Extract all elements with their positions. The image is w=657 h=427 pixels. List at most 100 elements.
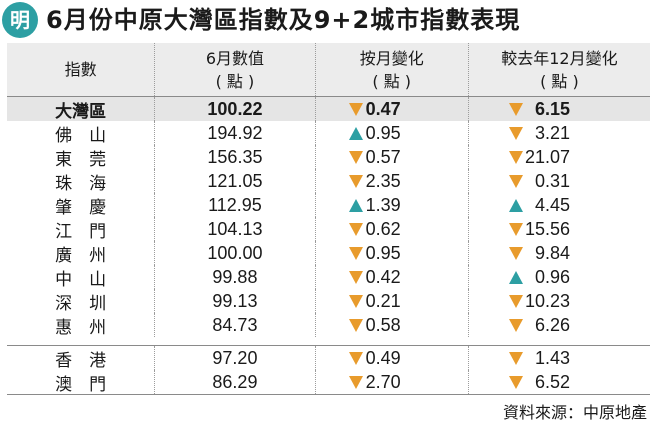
down-triangle-icon: [508, 295, 523, 308]
mom-value: 0.57: [365, 147, 401, 167]
down-triangle-icon: [508, 223, 523, 236]
june-value: 84.73: [212, 314, 258, 335]
index-name-cell: 佛 山: [7, 121, 154, 146]
index-name: 澳 門: [55, 374, 107, 395]
mom-change: 0.49: [316, 346, 468, 370]
june-value: 99.13: [212, 290, 258, 311]
up-triangle-icon: [348, 199, 363, 212]
table-row: 香 港 97.20 0.49 1.43: [7, 346, 650, 371]
down-triangle-icon: [508, 352, 523, 365]
mom-change: 0.58: [316, 313, 468, 337]
mom-value: 2.35: [365, 171, 401, 191]
down-triangle-icon: [508, 151, 523, 164]
index-name-cell: 大灣區: [7, 97, 154, 122]
ytd-cell: 6.26: [467, 313, 650, 337]
index-name: 中 山: [55, 269, 107, 290]
table-row: 澳 門 86.29 2.70 6.52: [7, 370, 650, 395]
june-value-cell: 194.92: [154, 121, 314, 145]
ytd-value: 6.26: [534, 315, 570, 335]
ytd-change: 21.07: [469, 145, 650, 169]
col-header-label: 6月數值: [205, 48, 265, 68]
ytd-change: 4.45: [469, 193, 650, 217]
table-row: 中 山 99.88 0.42 0.96: [7, 265, 650, 290]
table-row: 大灣區 100.22 0.47 6.15: [7, 97, 650, 122]
table-row: 東 莞 156.35 0.57 21.07: [7, 145, 650, 170]
ytd-value: 6.52: [534, 372, 570, 392]
ytd-value: 15.56: [524, 219, 570, 239]
table-row: 珠 海 121.05 2.35 0.31: [7, 169, 650, 194]
ytd-change: 10.23: [469, 289, 650, 313]
down-triangle-icon: [508, 319, 523, 332]
ytd-value: 6.15: [534, 99, 570, 119]
june-value: 121.05: [207, 170, 263, 191]
index-name: 大灣區: [55, 101, 107, 122]
up-triangle-icon: [348, 127, 363, 140]
table-header: 指數 6月數值 ( 點 ) 按月變化 ( 點 ) 較去年12月變化 ( 點 ): [7, 43, 650, 97]
mom-cell: 0.57: [314, 145, 468, 169]
ytd-value: 0.31: [534, 171, 570, 191]
june-value: 97.20: [212, 347, 258, 368]
june-value-cell: 99.88: [154, 265, 314, 289]
index-name: 江 門: [55, 221, 107, 242]
index-name: 東 莞: [55, 149, 107, 170]
mom-value: 2.70: [365, 372, 401, 392]
mom-value: 0.95: [365, 243, 401, 263]
mom-change: 0.42: [316, 265, 468, 289]
mom-cell: 0.49: [314, 346, 468, 370]
index-name-cell: 澳 門: [7, 370, 154, 395]
index-name-cell: 東 莞: [7, 145, 154, 170]
mom-cell: 0.95: [314, 121, 468, 145]
ytd-change: 0.96: [469, 265, 650, 289]
table-row: 佛 山 194.92 0.95 3.21: [7, 121, 650, 146]
ytd-cell: 15.56: [467, 217, 650, 241]
june-value: 104.13: [207, 218, 263, 239]
june-value: 100.00: [207, 242, 263, 263]
index-name: 肇 慶: [55, 197, 107, 218]
ytd-change: 6.52: [469, 370, 650, 394]
index-name: 惠 州: [55, 317, 107, 338]
col-header-unit: ( 點 ): [540, 71, 579, 91]
col-header-ytd: 較去年12月變化 ( 點 ): [467, 43, 650, 96]
down-triangle-icon: [348, 376, 363, 389]
mom-cell: 0.95: [314, 241, 468, 265]
table-row: 江 門 104.13 0.62 15.56: [7, 217, 650, 242]
ytd-cell: 0.96: [467, 265, 650, 289]
mom-cell: 0.58: [314, 313, 468, 337]
mom-cell: 1.39: [314, 193, 468, 217]
index-name-cell: 廣 州: [7, 241, 154, 266]
mom-cell: 0.62: [314, 217, 468, 241]
ytd-change: 3.21: [469, 121, 650, 145]
page-title: 6月份中原大灣區指數及9+2城市指數表現: [46, 6, 521, 34]
ytd-value: 4.45: [534, 195, 570, 215]
mom-value: 0.21: [365, 291, 401, 311]
june-value: 156.35: [207, 146, 263, 167]
down-triangle-icon: [348, 247, 363, 260]
down-triangle-icon: [508, 175, 523, 188]
ytd-cell: 10.23: [467, 289, 650, 313]
index-name: 深 圳: [55, 293, 107, 314]
mom-value: 0.47: [365, 99, 401, 119]
down-triangle-icon: [348, 175, 363, 188]
mom-change: 2.70: [316, 370, 468, 394]
ytd-cell: 21.07: [467, 145, 650, 169]
mom-value: 0.62: [365, 219, 401, 239]
ytd-change: 15.56: [469, 217, 650, 241]
index-name: 佛 山: [55, 125, 107, 146]
june-value-cell: 99.13: [154, 289, 314, 313]
ytd-cell: 4.45: [467, 193, 650, 217]
index-name-cell: 珠 海: [7, 169, 154, 194]
up-triangle-icon: [508, 199, 523, 212]
table-row: 惠 州 84.73 0.58 6.26: [7, 313, 650, 338]
down-triangle-icon: [348, 352, 363, 365]
col-header-mom: 按月變化 ( 點 ): [314, 43, 468, 96]
index-name-cell: 江 門: [7, 217, 154, 242]
june-value: 112.95: [208, 194, 262, 215]
down-triangle-icon: [348, 295, 363, 308]
down-triangle-icon: [508, 127, 523, 140]
down-triangle-icon: [348, 271, 363, 284]
up-triangle-icon: [508, 271, 523, 284]
group-divider: [7, 337, 650, 346]
index-table: 指數 6月數值 ( 點 ) 按月變化 ( 點 ) 較去年12月變化 ( 點 ) …: [7, 43, 650, 395]
index-name: 珠 海: [55, 173, 107, 194]
table-row: 肇 慶 112.95 1.39 4.45: [7, 193, 650, 218]
